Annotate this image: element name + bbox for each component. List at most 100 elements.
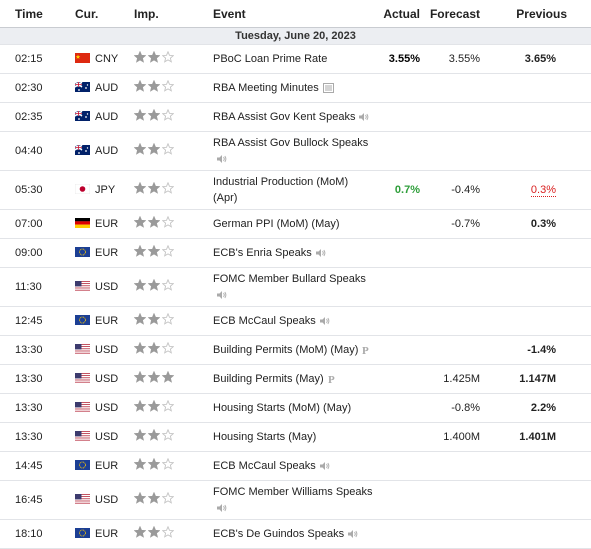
event-name: Industrial Production (MoM) (Apr): [213, 176, 349, 204]
flag: [75, 218, 90, 228]
flag: [75, 344, 90, 354]
event-wrap: RBA Meeting Minutes: [213, 80, 373, 96]
event-wrap: German PPI (MoM) (May): [213, 216, 373, 232]
currency-cell: USD: [68, 335, 128, 365]
previous: 2.2%: [530, 402, 556, 414]
event-wrap: PBoC Loan Prime Rate: [213, 51, 373, 67]
currency: USD: [95, 344, 119, 356]
forecast: 1.400M: [428, 422, 488, 452]
currency: AUD: [95, 145, 119, 157]
event-name: ECB McCaul Speaks: [213, 315, 316, 327]
event-wrap: FOMC Member Bullard Speaks: [213, 271, 373, 303]
currency-cell: JPY: [68, 170, 128, 210]
event-name: Housing Starts (MoM) (May): [213, 402, 352, 414]
currency: AUD: [95, 111, 119, 123]
actual: [380, 422, 428, 452]
currency-cell: USD: [68, 393, 128, 423]
time: 18:10: [0, 519, 68, 549]
importance: [128, 480, 207, 520]
forecast: [428, 131, 488, 171]
previous-cell: 0.3%: [488, 170, 591, 210]
event-wrap: Housing Starts (May): [213, 429, 373, 445]
previous: -1.4%: [527, 344, 556, 356]
previous-cell: -1.4%: [488, 335, 591, 365]
previous: 1.401M: [519, 431, 556, 443]
importance: [128, 306, 207, 336]
event-wrap: Building Permits (MoM) (May) P: [213, 342, 373, 358]
header-cell: Time: [0, 0, 68, 28]
event-name: ECB McCaul Speaks: [213, 460, 316, 472]
importance: [128, 73, 207, 103]
importance: [128, 422, 207, 452]
previous: 1.147M: [519, 373, 556, 385]
event-cell: ECB McCaul Speaks: [207, 306, 380, 336]
actual: [380, 451, 428, 481]
event-cell: Building Permits (MoM) (May) P: [207, 335, 380, 365]
time: 07:00: [0, 209, 68, 239]
svg-text:P: P: [328, 374, 335, 384]
forecast: [428, 335, 488, 365]
time: 13:30: [0, 335, 68, 365]
previous: 3.65%: [524, 53, 556, 65]
forecast: -0.4%: [428, 170, 488, 210]
event-wrap: RBA Assist Gov Bullock Speaks: [213, 135, 373, 167]
importance: [128, 209, 207, 239]
previous-cell: [488, 238, 591, 268]
previous-cell: [488, 102, 591, 132]
event-cell: PBoC Loan Prime Rate: [207, 44, 380, 74]
actual: [380, 131, 428, 171]
flag: [75, 431, 90, 441]
flag: [74, 183, 91, 195]
forecast: [428, 480, 488, 520]
event-cell: ECB McCaul Speaks: [207, 451, 380, 481]
forecast: [428, 267, 488, 307]
previous: 0.3%: [530, 218, 556, 230]
event-name: ECB's Enria Speaks: [213, 247, 312, 259]
event-name: PBoC Loan Prime Rate: [213, 53, 328, 65]
time: 13:30: [0, 422, 68, 452]
event-cell: Housing Starts (May): [207, 422, 380, 452]
flag: [75, 402, 90, 412]
previous-cell: [488, 73, 591, 103]
event-wrap: Housing Starts (MoM) (May): [213, 400, 373, 416]
actual: [380, 306, 428, 336]
currency: CNY: [95, 53, 119, 65]
time: 09:00: [0, 238, 68, 268]
actual: [380, 102, 428, 132]
currency-cell: EUR: [68, 451, 128, 481]
currency: EUR: [95, 247, 119, 259]
event-wrap: Industrial Production (MoM) (Apr): [213, 174, 373, 206]
event-wrap: ECB McCaul Speaks: [213, 313, 373, 329]
previous: 0.3%: [530, 184, 556, 197]
time: 13:30: [0, 364, 68, 394]
flag: [75, 460, 90, 470]
currency: USD: [95, 431, 119, 443]
flag: [75, 528, 90, 538]
forecast: 1.425M: [428, 364, 488, 394]
currency-cell: USD: [68, 422, 128, 452]
header-cell: Event: [207, 0, 380, 28]
flag: [75, 315, 90, 325]
event-wrap: FOMC Member Williams Speaks: [213, 484, 373, 516]
previous-cell: [488, 267, 591, 307]
currency-cell: AUD: [68, 131, 128, 171]
time: 02:35: [0, 102, 68, 132]
currency-cell: AUD: [68, 102, 128, 132]
previous-cell: 0.3%: [488, 209, 591, 239]
actual: [380, 335, 428, 365]
date: Tuesday, June 20, 2023: [0, 27, 591, 45]
event-wrap: ECB's De Guindos Speaks: [213, 526, 373, 542]
time: 12:45: [0, 306, 68, 336]
event-cell: FOMC Member Williams Speaks: [207, 480, 380, 520]
flag: [75, 247, 90, 257]
event-row: 13:30 USD Housing Starts (May) 1.400M 1.401M: [0, 422, 591, 452]
actual: [380, 209, 428, 239]
currency: AUD: [95, 82, 119, 94]
actual: 3.55%: [380, 44, 428, 74]
importance: [128, 519, 207, 549]
time: 11:30: [0, 267, 68, 307]
event-row: 11:30 USD FOMC Member Bullard Speaks: [0, 267, 591, 307]
actual: [380, 73, 428, 103]
event-name: RBA Assist Gov Kent Speaks: [213, 111, 356, 123]
